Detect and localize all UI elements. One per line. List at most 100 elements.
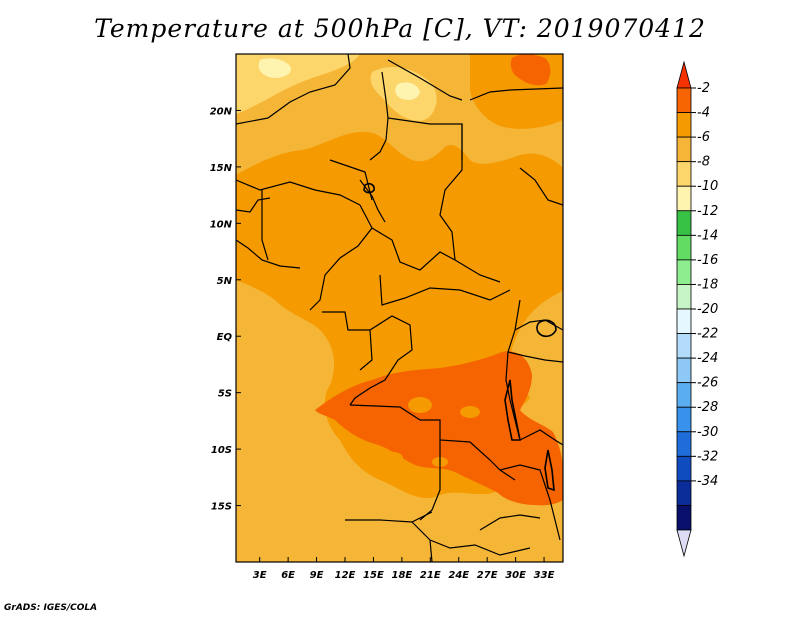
colorbar-label: -22 bbox=[697, 327, 718, 342]
x-tick-label: 30E bbox=[505, 570, 526, 581]
colorbar-label: -28 bbox=[697, 400, 718, 415]
colorbar-box bbox=[676, 161, 692, 187]
colorbar-label: -12 bbox=[697, 204, 718, 219]
colorbar-label: -10 bbox=[697, 179, 718, 194]
colorbar-label: -18 bbox=[697, 277, 718, 292]
colorbar-box bbox=[676, 455, 692, 482]
colorbar-box bbox=[676, 185, 692, 212]
border-algeria-libya bbox=[236, 54, 351, 125]
colorbar-top-triangle bbox=[676, 60, 692, 89]
y-tick-label: 5N bbox=[217, 276, 233, 287]
border-tanzania bbox=[519, 429, 563, 446]
colorbar-box bbox=[676, 112, 692, 138]
x-tick-label: 21E bbox=[420, 570, 441, 581]
x-tick-label: 6E bbox=[281, 570, 295, 581]
border-libya-chad bbox=[387, 59, 463, 101]
colorbar-box bbox=[676, 480, 692, 506]
colorbar-label: -26 bbox=[697, 376, 718, 391]
country-borders bbox=[236, 54, 563, 562]
colorbar-label: -8 bbox=[697, 155, 710, 170]
y-tick-label: 20N bbox=[210, 106, 233, 117]
y-tick-label: EQ bbox=[217, 332, 233, 343]
colorbar-label: -32 bbox=[697, 449, 718, 464]
border-mozambique bbox=[499, 464, 561, 541]
x-tick-label: 24E bbox=[448, 570, 469, 581]
border-sudan-ethiopia bbox=[469, 87, 563, 101]
field-se-warm bbox=[315, 351, 563, 506]
x-tick-label: 27E bbox=[477, 570, 498, 581]
temperature-field bbox=[236, 54, 563, 562]
field-spot-2 bbox=[460, 406, 480, 418]
colorbar-box bbox=[676, 406, 692, 433]
colorbar-box bbox=[676, 259, 692, 285]
border-chad-sudan bbox=[439, 124, 463, 261]
x-tick-label: 3E bbox=[253, 570, 267, 581]
colorbar-box bbox=[676, 284, 692, 310]
colorbar-box bbox=[676, 87, 692, 113]
plot-frame bbox=[235, 53, 564, 563]
border-car-south bbox=[379, 274, 511, 306]
field-north-coolest bbox=[258, 58, 291, 78]
border-gabon bbox=[322, 311, 373, 371]
colorbar-bottom-triangle bbox=[676, 529, 692, 558]
colorbar-label: -20 bbox=[697, 302, 718, 317]
colorbar-label: -4 bbox=[697, 106, 710, 121]
border-rwanda-burundi bbox=[507, 351, 563, 363]
colorbar-box bbox=[676, 333, 692, 359]
x-tick-label: 15E bbox=[363, 570, 384, 581]
colorbar-box bbox=[676, 308, 692, 334]
border-nigeria-benin bbox=[261, 190, 269, 261]
border-niger-nigeria bbox=[236, 179, 361, 206]
border-chad-nigeria bbox=[359, 179, 386, 223]
border-niger-chad bbox=[329, 159, 373, 201]
lake-malawi bbox=[544, 449, 555, 492]
border-west-coast bbox=[236, 239, 301, 269]
colorbar-label: -6 bbox=[697, 130, 710, 145]
border-congo-drc bbox=[349, 315, 413, 406]
x-tick-label: 18E bbox=[391, 570, 412, 581]
field-ne-hot bbox=[510, 54, 551, 86]
colorbar-label: -14 bbox=[697, 228, 718, 243]
border-angola-namibia bbox=[345, 511, 433, 523]
lake-victoria bbox=[536, 319, 557, 338]
colorbar-box bbox=[676, 357, 692, 384]
colorbar-box bbox=[676, 505, 692, 531]
colorbar-box bbox=[676, 136, 692, 163]
border-niger-north bbox=[236, 197, 271, 213]
colorbar-box bbox=[676, 382, 692, 408]
lake-tanganyika bbox=[504, 379, 521, 441]
field-spot-1 bbox=[408, 397, 432, 413]
border-namibia-botswana bbox=[411, 521, 433, 562]
colorbar-label: -2 bbox=[697, 81, 710, 96]
y-tick-label: 10N bbox=[210, 219, 233, 230]
border-cameroon-car bbox=[371, 227, 501, 283]
x-tick-label: 9E bbox=[310, 570, 324, 581]
y-tick-label: 15N bbox=[210, 163, 233, 174]
lake-chad bbox=[363, 183, 375, 194]
colorbar-box bbox=[676, 234, 692, 261]
border-southern bbox=[429, 539, 531, 556]
colorbar-label: -16 bbox=[697, 253, 718, 268]
colorbar-label: -30 bbox=[697, 425, 718, 440]
x-tick-label: 12E bbox=[335, 570, 356, 581]
y-tick-label: 15S bbox=[211, 502, 232, 513]
border-zambia-zimbabwe bbox=[479, 514, 541, 531]
field-north-coolest-2 bbox=[395, 82, 420, 100]
colorbar: -2 -4 -6 -8 -10 -12 -14 -16 -18 -20 -22 -24 -26 -28 -3… bbox=[676, 60, 718, 558]
colorbar-box bbox=[676, 210, 692, 236]
x-axis-ticks: 3E 6E 9E 12E 15E 18E 21E 24E 27E 30E 33E bbox=[253, 557, 555, 581]
y-tick-label: 10S bbox=[211, 445, 232, 456]
lake-outlines bbox=[363, 183, 557, 492]
border-libya-egypt bbox=[369, 71, 389, 161]
field-spot-3 bbox=[383, 452, 403, 464]
colorbar-label: -24 bbox=[697, 351, 718, 366]
grads-credit: GrADS: IGES/COLA bbox=[4, 603, 98, 613]
x-tick-label: 33E bbox=[534, 570, 555, 581]
y-tick-label: 5S bbox=[218, 389, 232, 400]
colorbar-label: -34 bbox=[697, 474, 718, 489]
chart-title: Temperature at 500hPa [C], VT: 201907041… bbox=[94, 14, 706, 43]
y-axis-ticks: 20N 15N 10N 5N EQ 5S 10S 15S bbox=[210, 106, 241, 513]
colorbar-box bbox=[676, 431, 692, 457]
border-east-1 bbox=[519, 167, 563, 206]
